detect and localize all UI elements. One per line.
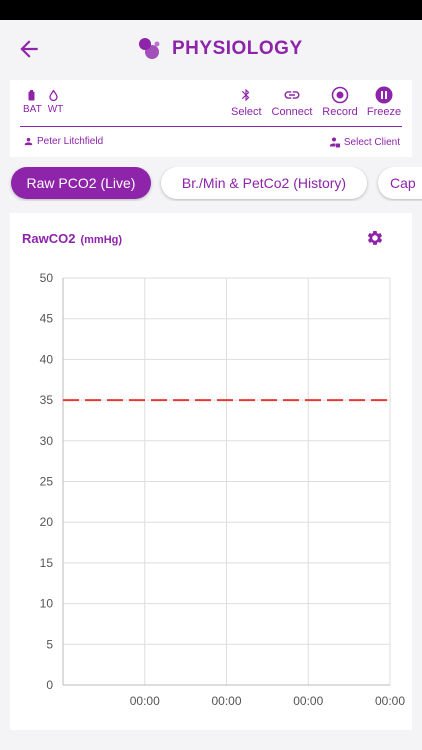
page-title: PHYSIOLOGY <box>172 38 303 59</box>
select-device-button[interactable]: Select <box>231 86 262 118</box>
y-tick-label: 15 <box>40 556 54 570</box>
wt-label: WT <box>47 104 64 115</box>
tab-label: Br./Min & PetCo2 (History) <box>181 175 347 191</box>
y-tick-label: 25 <box>40 475 54 489</box>
chart-title: RawCO2 (mmHg) <box>22 231 122 246</box>
bat-label: BAT <box>23 104 42 115</box>
gear-icon[interactable] <box>366 229 384 247</box>
status-bar <box>0 0 422 20</box>
x-tick-label: 00:00 <box>293 694 323 708</box>
record-button[interactable]: Record <box>321 86 359 118</box>
water-drop-icon <box>49 90 58 101</box>
divider <box>20 126 402 127</box>
battery-icon <box>28 90 35 101</box>
battery-status: BAT WT <box>23 90 63 115</box>
y-tick-label: 35 <box>40 393 54 407</box>
x-tick-label: 00:00 <box>375 694 405 708</box>
x-tick-label: 00:00 <box>211 694 241 708</box>
tab-raw-pco2-live[interactable]: Raw PCO2 (Live) <box>11 167 151 199</box>
chart-title-text: RawCO2 <box>22 231 76 246</box>
tab-label: Raw PCO2 (Live) <box>26 175 136 191</box>
tab-br-min-petco2-history[interactable]: Br./Min & PetCo2 (History) <box>161 167 367 199</box>
connect-label: Connect <box>271 106 313 118</box>
x-tick-label: 00:00 <box>130 694 160 708</box>
record-label: Record <box>322 106 358 118</box>
back-arrow-icon[interactable] <box>16 36 42 62</box>
rawco2-chart: 0 5 10 15 20 25 30 35 40 45 50 00:00 00:00 00:00 00:00 <box>40 271 406 708</box>
y-tick-label: 50 <box>40 271 54 285</box>
bluetooth-icon <box>241 89 250 101</box>
y-tick-label: 10 <box>40 597 54 611</box>
client-icon <box>329 137 340 148</box>
select-client-label: Select Client <box>343 137 400 148</box>
freeze-button[interactable]: Freeze <box>366 86 402 118</box>
person-name: Peter Litchfield <box>37 136 104 147</box>
freeze-label: Freeze <box>366 106 402 118</box>
y-tick-label: 5 <box>46 637 53 651</box>
y-tick-label: 30 <box>40 434 54 448</box>
app-bar: PHYSIOLOGY <box>0 20 422 78</box>
y-tick-label: 0 <box>46 678 53 692</box>
client-name: Peter Litchfield <box>23 136 103 147</box>
select-client-button[interactable]: Select Client <box>329 136 400 149</box>
tab-bar: Raw PCO2 (Live) Br./Min & PetCo2 (Histor… <box>0 167 422 201</box>
y-tick-label: 45 <box>40 312 54 326</box>
record-icon <box>331 86 349 104</box>
tab-cap[interactable]: Cap <box>378 167 422 199</box>
connect-button[interactable]: Connect <box>270 86 314 118</box>
app-logo-icon <box>139 38 160 59</box>
link-icon <box>284 91 300 99</box>
device-toolbar: BAT WT Select Connect Record Freeze <box>10 80 412 126</box>
tab-label: Cap <box>390 175 416 191</box>
y-tick-label: 20 <box>40 515 54 529</box>
select-label: Select <box>231 106 262 118</box>
chart-unit: (mmHg) <box>80 234 123 246</box>
pause-icon <box>375 86 393 104</box>
device-panel: BAT WT Select Connect Record Freeze Pete… <box>10 80 412 157</box>
chart-card: RawCO2 (mmHg) 0 5 10 15 20 25 30 35 40 45 50 00:00 00… <box>10 213 412 730</box>
y-tick-label: 40 <box>40 352 54 366</box>
person-icon <box>24 137 33 146</box>
